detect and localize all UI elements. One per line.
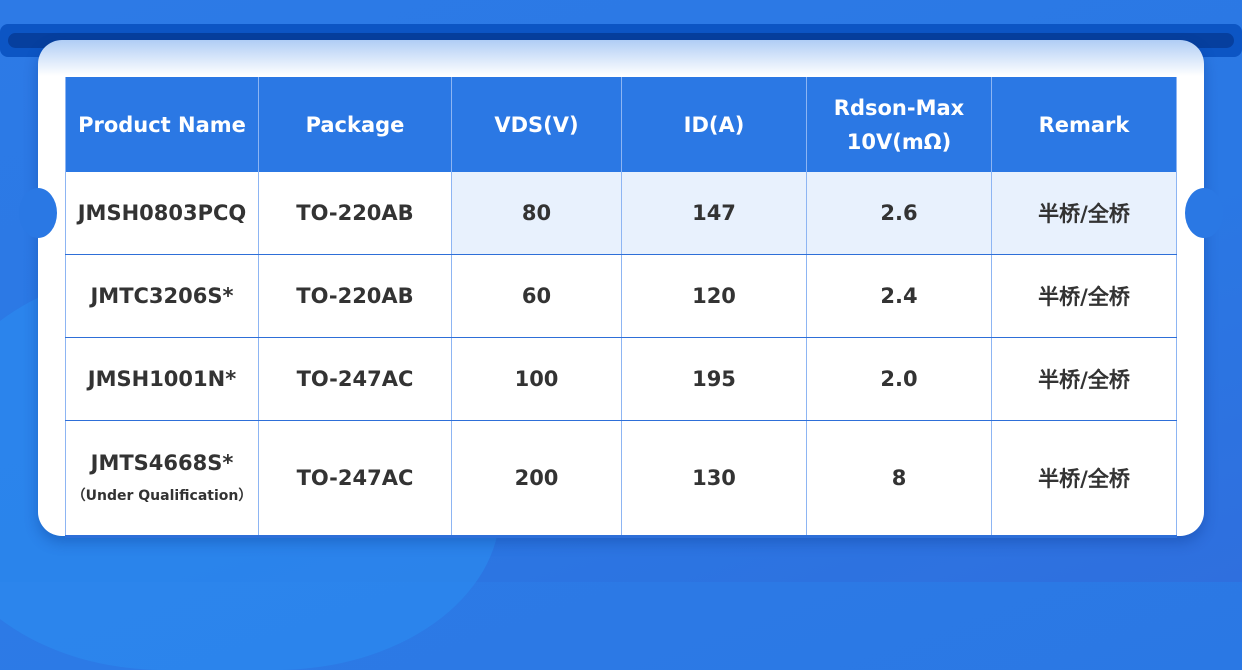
cell-remark: 半桥/全桥 — [991, 254, 1177, 338]
cell-package-text: TO-220AB — [296, 201, 414, 225]
cell-name-text: JMTC3206S* — [90, 284, 234, 308]
table-row: JMSH0803PCQ TO-220AB 80 147 2.6 半桥/全桥 — [65, 172, 1177, 255]
cell-vds: 100 — [451, 337, 622, 421]
cell-rdson: 2.6 — [806, 172, 992, 255]
cell-name: JMSH0803PCQ — [65, 172, 259, 255]
cell-remark-text: 半桥/全桥 — [1038, 285, 1130, 309]
cell-package: TO-247AC — [258, 337, 452, 421]
cell-remark: 半桥/全桥 — [991, 420, 1177, 538]
cell-rdson-text: 2.6 — [880, 201, 918, 225]
cell-name-text: JMSH1001N* — [87, 367, 237, 391]
qualification-note: （Under Qualification） — [71, 488, 253, 504]
cell-id: 147 — [621, 172, 807, 255]
table-header-row: Product Name Package VDS(V) ID(A) Rdson-… — [65, 77, 1177, 172]
cell-id-text: 147 — [692, 201, 736, 225]
card-notch-right — [1185, 188, 1223, 238]
cell-vds-text: 80 — [521, 201, 552, 225]
card-notch-left — [19, 188, 57, 238]
cell-name: JMTC3206S* — [65, 254, 259, 338]
cell-vds-text: 200 — [514, 466, 559, 490]
cell-rdson-text: 2.4 — [880, 284, 918, 308]
table-row: JMTC3206S* TO-220AB 60 120 2.4 半桥/全桥 — [65, 254, 1177, 338]
header-remark: Remark — [991, 77, 1177, 172]
cell-vds: 60 — [451, 254, 622, 338]
cell-package-text: TO-220AB — [296, 284, 414, 308]
cell-name-text: JMSH0803PCQ — [77, 201, 247, 225]
cell-id-text: 195 — [692, 367, 736, 391]
header-package: Package — [258, 77, 452, 172]
cell-name: JMSH1001N* — [65, 337, 259, 421]
cell-vds-text: 100 — [514, 367, 559, 391]
cell-remark: 半桥/全桥 — [991, 172, 1177, 255]
header-vds: VDS(V) — [451, 77, 622, 172]
cell-id: 120 — [621, 254, 807, 338]
cell-id-text: 120 — [692, 284, 736, 308]
cell-package: TO-247AC — [258, 420, 452, 538]
cell-remark-text: 半桥/全桥 — [1038, 467, 1130, 491]
cell-remark: 半桥/全桥 — [991, 337, 1177, 421]
cell-id: 130 — [621, 420, 807, 538]
cell-vds: 200 — [451, 420, 622, 538]
cell-remark-text: 半桥/全桥 — [1038, 368, 1130, 392]
cell-id-text: 130 — [692, 466, 736, 490]
table-row: JMSH1001N* TO-247AC 100 195 2.0 半桥/全桥 — [65, 337, 1177, 421]
cell-rdson-text: 2.0 — [880, 367, 918, 391]
cell-package-text: TO-247AC — [296, 367, 414, 391]
cell-rdson: 2.4 — [806, 254, 992, 338]
cell-vds: 80 — [451, 172, 622, 255]
table-row: JMTS4668S* （Under Qualification） TO-247AC 2… — [65, 420, 1177, 538]
header-product-name: Product Name — [65, 77, 259, 172]
cell-rdson: 8 — [806, 420, 992, 538]
cell-package: TO-220AB — [258, 172, 452, 255]
header-rdson: Rdson-Max 10V(mΩ) — [806, 77, 992, 172]
cell-package-text: TO-247AC — [296, 466, 414, 490]
cell-package: TO-220AB — [258, 254, 452, 338]
cell-id: 195 — [621, 337, 807, 421]
header-id: ID(A) — [621, 77, 807, 172]
cell-rdson: 2.0 — [806, 337, 992, 421]
cell-rdson-text: 8 — [891, 466, 907, 490]
cell-name: JMTS4668S* （Under Qualification） — [65, 420, 259, 538]
product-table: Product Name Package VDS(V) ID(A) Rdson-… — [65, 77, 1177, 538]
cell-name-text: JMTS4668S* — [90, 451, 234, 475]
cell-remark-text: 半桥/全桥 — [1038, 202, 1130, 226]
cell-vds-text: 60 — [521, 284, 552, 308]
